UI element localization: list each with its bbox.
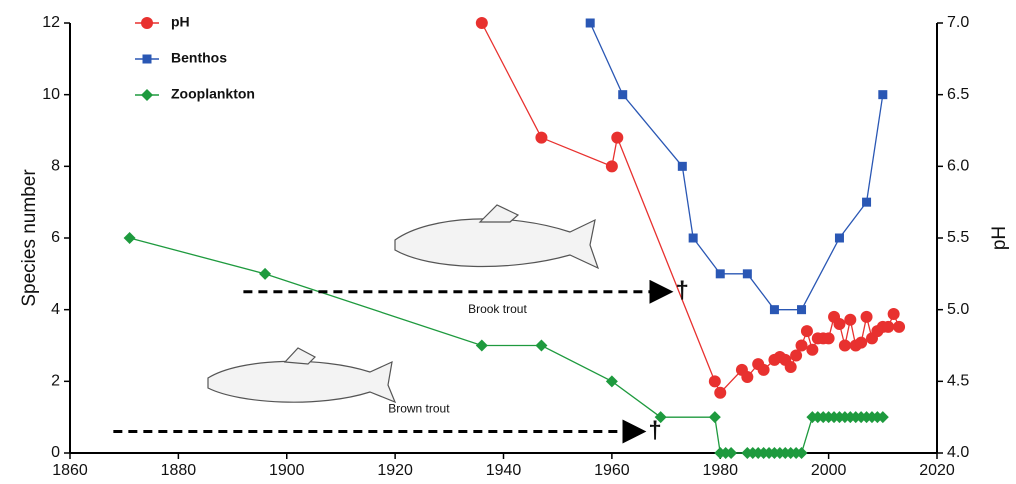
series-line	[482, 23, 899, 393]
y-tick-label: 12	[42, 14, 60, 31]
point	[785, 361, 797, 373]
point	[801, 325, 813, 337]
point	[806, 344, 818, 356]
y-tick-label: 6	[51, 229, 60, 246]
point	[535, 132, 547, 144]
y-tick-label: 0	[51, 444, 60, 461]
point	[611, 132, 623, 144]
point	[678, 162, 687, 171]
y2-tick-label: 6.5	[947, 86, 969, 103]
point	[535, 340, 547, 352]
x-tick-label: 1900	[269, 462, 305, 479]
point	[861, 311, 873, 323]
x-tick-label: 2020	[919, 462, 955, 479]
y-tick-label: 2	[51, 373, 60, 390]
y2-axis-label: pH	[989, 226, 1010, 250]
chart: Species number pH 1860 1880 1900 1920 1940 19…	[0, 0, 1016, 484]
x-tick-label: 1860	[52, 462, 88, 479]
legend-label: Zooplankton	[171, 86, 255, 102]
y2-tick-label: 4.5	[947, 373, 969, 390]
point	[606, 375, 618, 387]
point	[844, 314, 856, 326]
point	[714, 387, 726, 399]
point	[882, 321, 894, 333]
point	[709, 375, 721, 387]
brown-trout-fin	[285, 348, 315, 364]
point	[797, 305, 806, 314]
y2-tick-label: 6.0	[947, 158, 969, 175]
y-tick-label: 8	[51, 158, 60, 175]
point	[741, 371, 753, 383]
y2-tick-label: 4.0	[947, 444, 969, 461]
series-line	[130, 238, 883, 453]
point	[796, 340, 808, 352]
point	[893, 321, 905, 333]
legend-marker	[141, 89, 153, 101]
extinction-dagger: †	[675, 277, 688, 304]
point	[586, 19, 595, 28]
point	[259, 268, 271, 280]
point	[124, 232, 136, 244]
annotation-label: Brook trout	[468, 302, 527, 316]
point	[709, 411, 721, 423]
point	[606, 160, 618, 172]
point	[689, 234, 698, 243]
point	[743, 269, 752, 278]
y2-tick-label: 5.5	[947, 229, 969, 246]
point	[878, 90, 887, 99]
brook-trout-fish	[395, 219, 598, 268]
page: {"chart_data": {"type": "line", "xlim": …	[0, 0, 1016, 484]
brown-trout-fish	[208, 361, 395, 402]
x-tick-label: 1880	[161, 462, 197, 479]
x-tick-label: 1960	[594, 462, 630, 479]
series-line	[590, 23, 883, 310]
point	[835, 234, 844, 243]
point	[833, 318, 845, 330]
point	[476, 340, 488, 352]
point	[888, 308, 900, 320]
fish-illustrations	[208, 205, 598, 402]
legend-label: Benthos	[171, 50, 227, 66]
y2-tick-label: 7.0	[947, 14, 969, 31]
legend-label: pH	[171, 14, 190, 30]
x-tick-label: 1920	[377, 462, 413, 479]
brook-trout-fin	[480, 205, 518, 222]
x-tick-label: 1980	[702, 462, 738, 479]
y-axis-label: Species number	[19, 169, 40, 307]
point	[476, 17, 488, 29]
y-tick-label: 10	[42, 86, 60, 103]
point	[823, 332, 835, 344]
point	[618, 90, 627, 99]
point	[758, 364, 770, 376]
y-tick-label: 4	[51, 301, 60, 318]
x-tick-label: 2000	[811, 462, 847, 479]
point	[839, 340, 851, 352]
extinction-dagger: †	[648, 417, 661, 444]
point	[855, 337, 867, 349]
point	[862, 198, 871, 207]
y2-tick-label: 5.0	[947, 301, 969, 318]
annotation-label: Brown trout	[388, 402, 450, 416]
legend-marker	[141, 17, 153, 29]
x-tick-label: 1940	[486, 462, 522, 479]
point	[770, 305, 779, 314]
legend-marker	[143, 55, 152, 64]
point	[716, 269, 725, 278]
